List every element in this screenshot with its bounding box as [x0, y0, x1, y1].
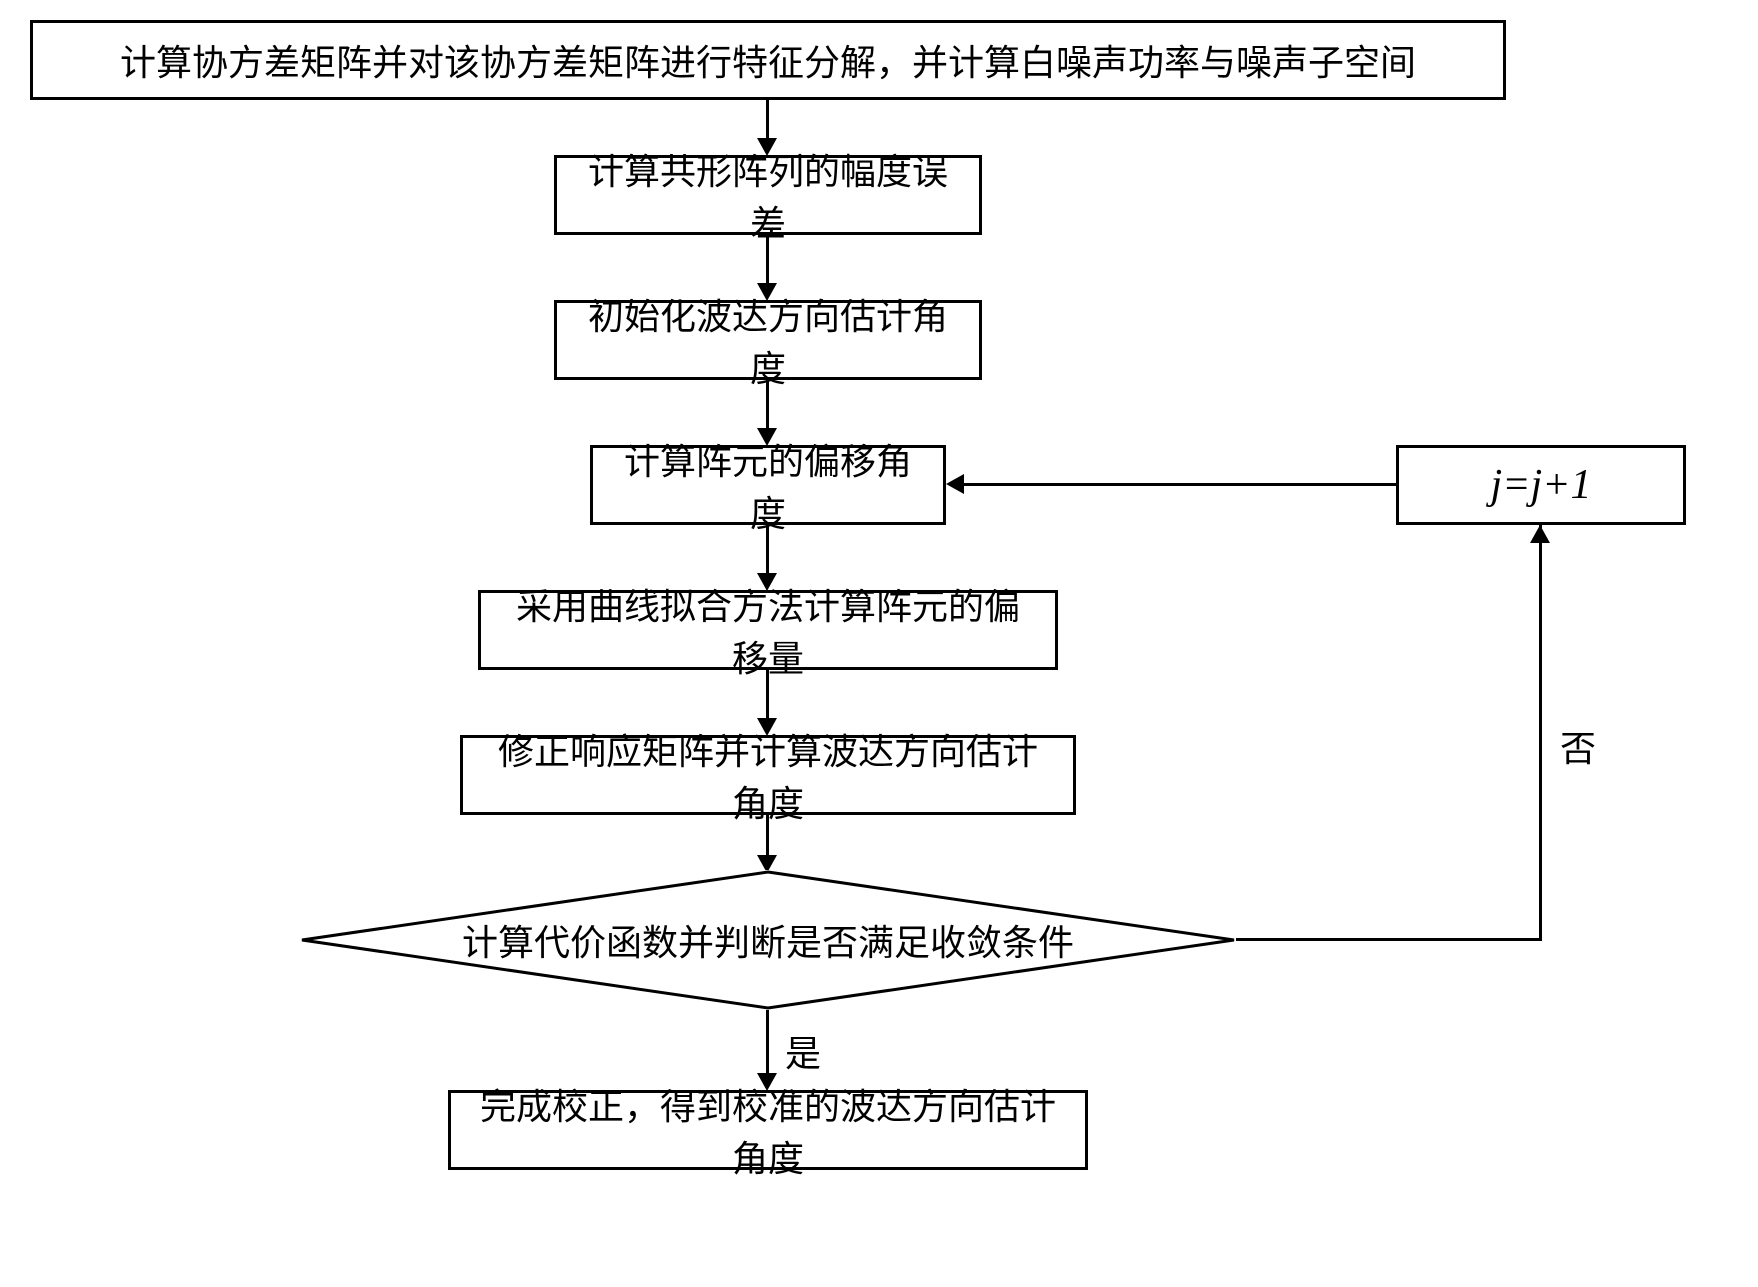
arrow-1-2	[766, 100, 769, 140]
arrow-no-v	[1539, 525, 1542, 941]
step6-text: 修正响应矩阵并计算波达方向估计角度	[483, 723, 1053, 827]
step5-text: 采用曲线拟合方法计算阵元的偏移量	[501, 578, 1035, 682]
arrow-5-6	[766, 670, 769, 720]
step7-text: 完成校正，得到校准的波达方向估计角度	[471, 1078, 1065, 1182]
arrow-c-4	[964, 483, 1396, 486]
step4-text: 计算阵元的偏移角度	[613, 433, 923, 537]
arrow-d-7	[766, 1010, 769, 1075]
decision-diamond: 计算代价函数并判断是否满足收敛条件	[300, 870, 1236, 1010]
arrow-no-h	[1236, 938, 1539, 941]
no-label: 否	[1560, 720, 1596, 772]
step2-box: 计算共形阵列的幅度误差	[554, 155, 982, 235]
step3-text: 初始化波达方向估计角度	[577, 288, 959, 392]
counter-box: j=j+1	[1396, 445, 1686, 525]
step7-box: 完成校正，得到校准的波达方向估计角度	[448, 1090, 1088, 1170]
step4-box: 计算阵元的偏移角度	[590, 445, 946, 525]
arrow-6-d	[766, 815, 769, 857]
step3-box: 初始化波达方向估计角度	[554, 300, 982, 380]
step1-box: 计算协方差矩阵并对该协方差矩阵进行特征分解，并计算白噪声功率与噪声子空间	[30, 20, 1506, 100]
counter-text: j=j+1	[1490, 461, 1591, 509]
arrow-2-3	[766, 235, 769, 285]
step6-box: 修正响应矩阵并计算波达方向估计角度	[460, 735, 1076, 815]
arrowhead-no	[1530, 525, 1550, 543]
step1-text: 计算协方差矩阵并对该协方差矩阵进行特征分解，并计算白噪声功率与噪声子空间	[120, 34, 1416, 86]
decision-text: 计算代价函数并判断是否满足收敛条件	[462, 914, 1074, 966]
arrow-4-5	[766, 525, 769, 575]
yes-label: 是	[785, 1025, 821, 1077]
step2-text: 计算共形阵列的幅度误差	[577, 143, 959, 247]
step5-box: 采用曲线拟合方法计算阵元的偏移量	[478, 590, 1058, 670]
arrowhead-c-4	[946, 474, 964, 494]
arrow-3-4	[766, 380, 769, 430]
